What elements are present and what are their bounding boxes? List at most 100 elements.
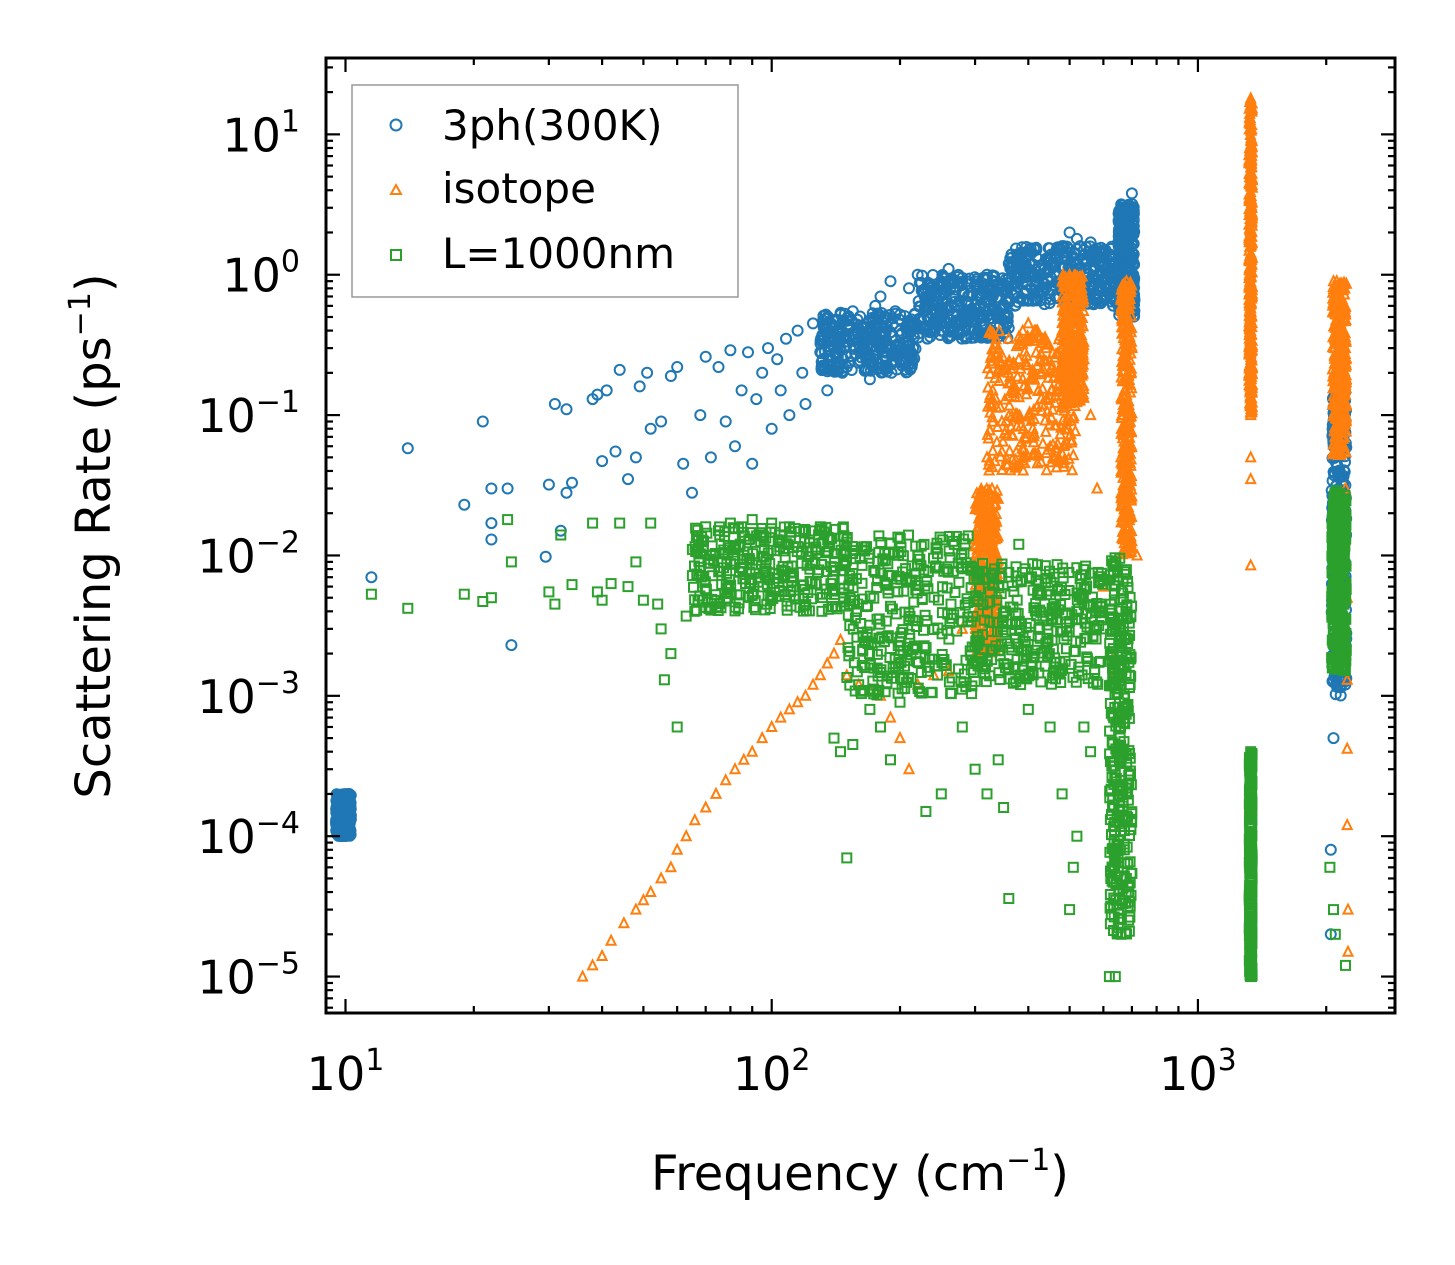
- data-point-triangle: [1327, 388, 1340, 401]
- data-point-triangle: [629, 902, 643, 915]
- data-point-square: [991, 594, 1003, 606]
- data-point-square: [843, 580, 855, 592]
- data-point-square: [775, 529, 787, 541]
- data-point-square: [839, 559, 851, 571]
- data-point-square: [976, 661, 988, 672]
- data-point-circle: [343, 829, 356, 842]
- data-point-square: [744, 574, 756, 586]
- data-point-square: [1058, 633, 1070, 645]
- data-point-triangle: [1125, 439, 1138, 453]
- data-point-triangle: [1114, 450, 1128, 463]
- data-point-circle: [894, 324, 906, 337]
- data-point-circle: [930, 290, 943, 302]
- data-point-square: [737, 573, 749, 585]
- data-point-square: [973, 636, 985, 648]
- data-point-triangle: [1116, 531, 1130, 545]
- data-point-triangle: [1243, 211, 1257, 224]
- data-point-circle: [913, 327, 926, 339]
- data-point-triangle: [595, 948, 609, 961]
- data-point-circle: [664, 370, 677, 382]
- data-point-square: [878, 636, 890, 647]
- data-point-circle: [1070, 232, 1083, 245]
- data-point-circle: [560, 486, 573, 499]
- data-point-square: [1042, 636, 1054, 647]
- data-point-square: [1095, 655, 1106, 667]
- data-point-circle: [949, 290, 962, 303]
- data-point-square: [934, 531, 946, 543]
- data-point-circle: [1127, 248, 1140, 261]
- data-point-square: [903, 607, 915, 619]
- data-point-triangle: [746, 744, 759, 757]
- data-point-triangle: [1337, 406, 1350, 419]
- data-point-triangle: [1035, 403, 1049, 416]
- data-point-circle: [941, 277, 954, 290]
- data-point-square: [892, 531, 904, 543]
- data-point-square: [1000, 605, 1011, 617]
- data-point-square: [1068, 646, 1080, 658]
- data-point-triangle: [1331, 358, 1344, 372]
- data-point-square: [887, 546, 899, 558]
- data-point-triangle: [975, 527, 988, 540]
- data-point-triangle: [1035, 391, 1048, 404]
- data-point-circle: [864, 323, 877, 335]
- data-point-square: [958, 676, 970, 688]
- data-point-square: [822, 532, 834, 543]
- data-point-square: [827, 583, 839, 595]
- data-point-triangle: [1070, 309, 1084, 322]
- data-point-circle: [548, 398, 561, 410]
- data-point-circle: [756, 366, 769, 379]
- data-point-triangle: [1039, 340, 1053, 354]
- data-point-square: [913, 657, 924, 669]
- data-point-square: [884, 652, 896, 663]
- data-point-triangle: [1077, 378, 1090, 391]
- data-point-square: [1059, 655, 1071, 667]
- data-point-triangle: [1057, 396, 1070, 409]
- data-point-triangle: [1124, 282, 1138, 295]
- data-point-triangle: [1000, 456, 1013, 470]
- data-point-circle: [1120, 220, 1133, 233]
- data-point-circle: [821, 384, 834, 397]
- data-point-triangle: [1032, 383, 1045, 396]
- data-point-triangle: [1064, 394, 1077, 407]
- data-point-square: [686, 543, 698, 555]
- data-point-square: [1035, 676, 1047, 688]
- data-point-square: [1009, 661, 1021, 673]
- data-point-circle: [879, 317, 892, 330]
- data-point-circle: [1065, 252, 1078, 264]
- data-point-circle: [961, 331, 974, 344]
- data-point-circle: [336, 814, 349, 827]
- data-point-triangle: [1022, 333, 1036, 346]
- data-point-triangle: [1329, 326, 1342, 339]
- data-point-square: [905, 673, 917, 684]
- data-point-circle: [591, 388, 604, 401]
- data-point-square: [914, 553, 926, 565]
- data-point-triangle: [1058, 277, 1071, 290]
- data-point-triangle: [637, 892, 650, 906]
- data-point-triangle: [1067, 448, 1080, 461]
- data-point-triangle: [991, 364, 1004, 377]
- data-point-triangle: [1073, 334, 1086, 348]
- data-point-triangle: [1064, 376, 1077, 390]
- data-point-circle: [1112, 271, 1125, 284]
- data-point-triangle: [1120, 409, 1134, 423]
- data-point-triangle: [774, 710, 787, 723]
- data-point-square: [926, 653, 938, 665]
- data-point-triangle: [1245, 295, 1258, 308]
- data-point-triangle: [1244, 309, 1257, 322]
- data-point-square: [984, 616, 996, 628]
- data-point-triangle: [1003, 398, 1016, 411]
- data-point-triangle: [986, 443, 999, 456]
- data-point-square: [1030, 598, 1042, 609]
- data-point-circle: [333, 797, 346, 810]
- data-point-square: [810, 543, 822, 555]
- data-point-triangle: [1243, 166, 1256, 179]
- data-point-square: [887, 662, 899, 674]
- data-point-square: [1010, 561, 1022, 573]
- data-point-triangle: [1048, 418, 1061, 431]
- data-point-triangle: [1130, 548, 1144, 561]
- data-point-square: [889, 547, 901, 559]
- data-point-square: [988, 569, 1000, 581]
- data-point-triangle: [973, 538, 986, 551]
- data-point-triangle: [983, 390, 996, 403]
- data-point-triangle: [1077, 351, 1091, 365]
